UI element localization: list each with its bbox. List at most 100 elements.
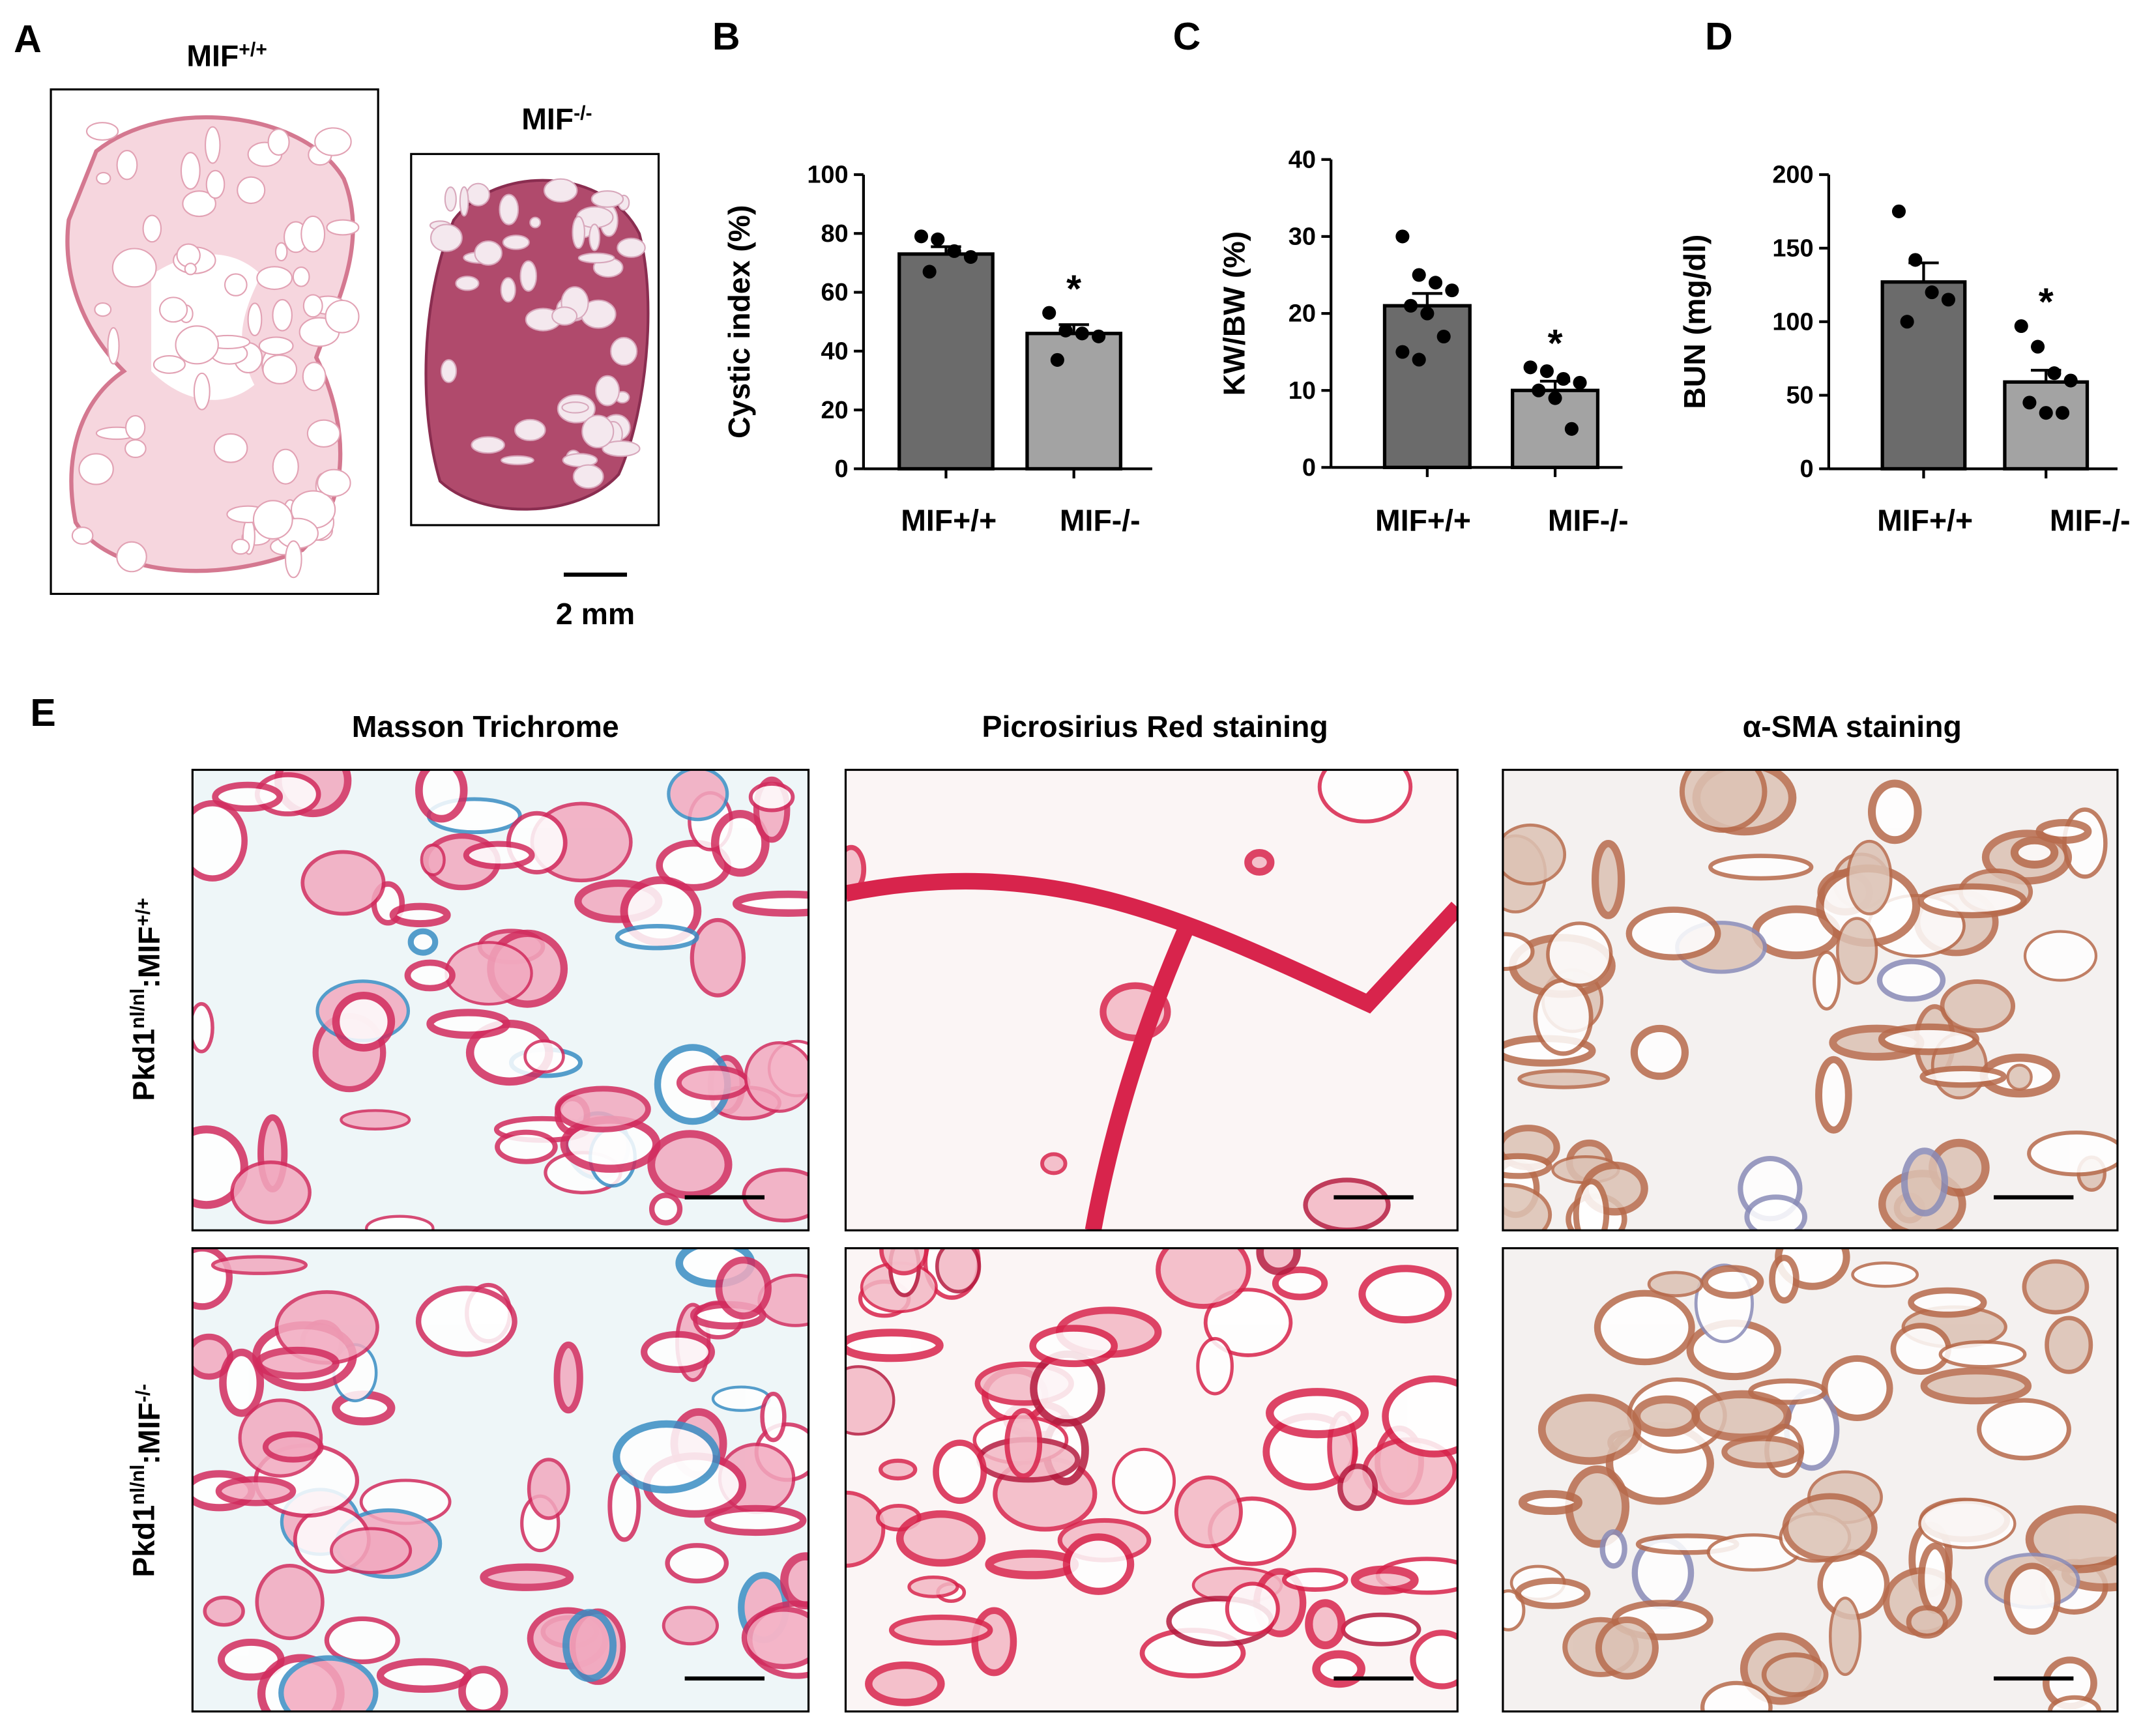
cyst xyxy=(193,372,211,410)
cyst xyxy=(247,302,263,337)
y-axis-label: Cystic index (%) xyxy=(722,205,756,438)
data-point xyxy=(1420,306,1435,321)
data-point xyxy=(1539,364,1554,379)
data-point xyxy=(947,244,961,258)
data-point xyxy=(931,232,945,246)
tubule xyxy=(1591,839,1625,919)
image-title: MIF-/- xyxy=(521,102,592,136)
cyst xyxy=(252,500,293,540)
tubule xyxy=(1647,1271,1704,1297)
superscript: -/- xyxy=(132,1384,154,1402)
tubule xyxy=(1350,1565,1419,1595)
micrograph-border xyxy=(844,1247,1459,1713)
tubule xyxy=(780,1552,809,1610)
data-point xyxy=(1556,371,1571,386)
tubule xyxy=(648,1192,683,1226)
data-point xyxy=(963,250,978,264)
tubule xyxy=(1518,1490,1582,1516)
tubule xyxy=(732,890,809,917)
tubule xyxy=(2045,1316,2093,1374)
tubule xyxy=(192,1248,233,1310)
cyst xyxy=(581,414,615,449)
tubule xyxy=(647,1130,733,1200)
tubule xyxy=(1203,1288,1293,1357)
tubule xyxy=(1691,1390,1792,1442)
tubule xyxy=(1174,1475,1243,1549)
tubule xyxy=(845,1365,896,1436)
tubule xyxy=(1920,1367,2032,1405)
data-point xyxy=(1891,204,1906,218)
data-point xyxy=(1042,306,1056,320)
data-point xyxy=(1925,285,1939,300)
data-point xyxy=(1908,253,1923,267)
cyst xyxy=(96,171,111,185)
cyst xyxy=(153,354,186,374)
micrograph-border xyxy=(1502,1247,2119,1713)
tubule xyxy=(1517,1069,1610,1089)
x-tick-label: MIF-/- xyxy=(1060,503,1141,537)
cyst xyxy=(325,299,360,334)
cyst xyxy=(107,327,120,365)
cyst xyxy=(317,468,351,497)
y-tick-label: 200 xyxy=(1772,162,1813,189)
tubule xyxy=(704,1505,807,1536)
tubule xyxy=(1769,1254,1799,1304)
tubule xyxy=(1225,1581,1280,1636)
tubule xyxy=(211,1255,308,1275)
cyst xyxy=(116,150,138,180)
tubule xyxy=(527,1458,570,1520)
tubule xyxy=(212,781,284,812)
tubule xyxy=(1156,1248,1251,1309)
tissue xyxy=(1502,770,2118,1231)
data-point xyxy=(2055,406,2070,420)
cyst xyxy=(572,464,604,489)
tubule xyxy=(1851,1261,1919,1288)
tubule xyxy=(1594,1289,1695,1366)
cyst xyxy=(610,336,638,366)
tubule xyxy=(330,1527,413,1574)
y-tick-label: 20 xyxy=(821,397,848,424)
y-tick-label: 0 xyxy=(835,455,849,483)
cyst xyxy=(78,453,114,485)
tubule xyxy=(230,1160,312,1224)
y-tick-label: 0 xyxy=(1302,454,1316,482)
tubule xyxy=(748,781,795,813)
cyst xyxy=(602,440,641,457)
tubule xyxy=(1977,1398,2071,1461)
cyst xyxy=(292,266,310,287)
tubule xyxy=(444,941,533,1006)
data-point xyxy=(1523,360,1537,375)
panel-label: C xyxy=(1173,15,1201,58)
cyst xyxy=(595,375,620,407)
cyst xyxy=(284,540,302,579)
tubule xyxy=(1708,854,1814,881)
tubule xyxy=(1917,1542,1952,1614)
tubule xyxy=(1305,1599,1346,1650)
tubule xyxy=(615,924,699,951)
cyst xyxy=(111,248,157,288)
y-tick-label: 60 xyxy=(821,279,848,306)
tubule xyxy=(420,843,446,876)
tubule xyxy=(1876,958,1946,1002)
cyst xyxy=(267,128,290,156)
text-part: :MIF xyxy=(132,1402,166,1464)
tubule xyxy=(1502,1153,1552,1179)
cyst xyxy=(237,176,266,205)
tubule xyxy=(1908,1287,1987,1318)
superscript: nl/nl xyxy=(127,1465,149,1505)
y-tick-label: 150 xyxy=(1772,235,1813,263)
tubule xyxy=(1701,1265,1764,1299)
text-part: Pkd1 xyxy=(126,1505,160,1577)
tubule xyxy=(1813,950,1841,1011)
tubule xyxy=(2006,1063,2033,1091)
tubule xyxy=(667,770,729,822)
cyst xyxy=(326,219,360,236)
tubule xyxy=(742,1168,809,1223)
tubule xyxy=(1815,1056,1852,1134)
tubule xyxy=(985,1549,1079,1579)
tissue xyxy=(192,770,809,1231)
cyst xyxy=(116,541,147,573)
tubule xyxy=(2003,1562,2061,1635)
tubule xyxy=(192,1001,214,1054)
